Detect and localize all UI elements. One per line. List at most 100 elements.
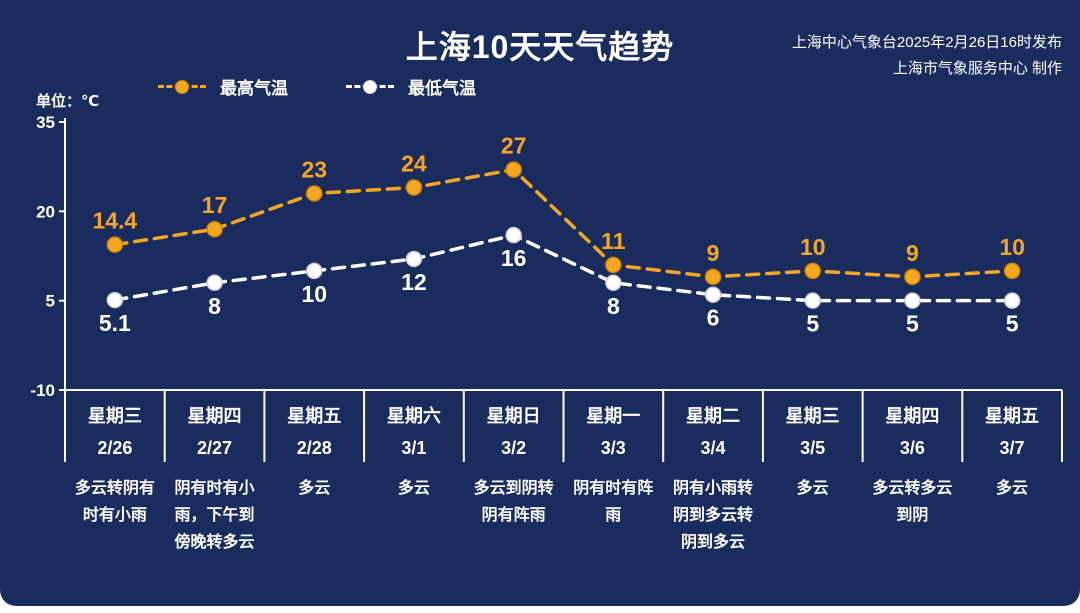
- weekday-label: 星期三: [87, 406, 142, 426]
- high-temp-point: [1003, 262, 1021, 280]
- high-temp-value-label: 9: [906, 240, 919, 266]
- weather-description: 多云转多云到阴: [872, 480, 953, 524]
- low-temp-point: [106, 291, 124, 309]
- source-info: 上海中心气象台2025年2月26日16时发布 上海市气象服务中心 制作: [792, 30, 1062, 82]
- weekday-label: 星期日: [486, 406, 541, 426]
- low-temp-point: [904, 292, 921, 309]
- source-line-2: 上海市气象服务中心 制作: [892, 60, 1062, 77]
- high-temp-value-label: 27: [501, 133, 527, 159]
- y-tick-label: 5: [46, 292, 55, 311]
- high-temp-marker-icon: [158, 79, 206, 94]
- high-temp-value-label: 23: [301, 156, 327, 182]
- high-temp-point: [106, 236, 124, 253]
- weather-description: 多云到阴转阴有阵雨: [473, 480, 554, 524]
- day-column: 星期四 3/6 多云转多云到阴: [863, 398, 963, 556]
- weekday-label: 星期六: [386, 406, 441, 426]
- low-temp-marker-icon: [346, 79, 394, 94]
- legend-item-low: 最低气温: [346, 74, 476, 99]
- chart-legend: 最高气温 最低气温: [158, 74, 476, 99]
- low-temp-value-label: 5.1: [99, 310, 131, 336]
- source-line-1: 上海中心气象台2025年2月26日16时发布: [791, 34, 1062, 51]
- high-temp-value-label: 17: [202, 192, 228, 218]
- date-label: 3/3: [600, 438, 626, 458]
- day-column: 星期二 3/4 阴有小雨转阴到多云转阴到多云: [663, 398, 763, 556]
- weather-description: 多云: [298, 480, 331, 497]
- low-temp-point: [1003, 292, 1021, 309]
- legend-item-high: 最高气温: [158, 74, 288, 99]
- date-label: 2/26: [97, 438, 133, 458]
- high-temp-point: [206, 220, 223, 238]
- low-temp-value-label: 12: [401, 269, 427, 295]
- date-label: 2/28: [296, 438, 332, 458]
- weekday-label: 星期四: [187, 406, 242, 426]
- day-column: 星期一 3/3 阴有时有阵雨: [563, 398, 663, 556]
- low-temp-value-label: 5: [906, 311, 919, 337]
- weekday-label: 星期三: [785, 406, 840, 426]
- low-temp-value-label: 8: [607, 293, 620, 319]
- day-columns: 星期三 2/26 多云转阴有时有小雨 星期四 2/27 阴有时有小雨，下午到傍晚转多云 星期…: [65, 398, 1062, 556]
- weather-description: 多云: [996, 480, 1029, 497]
- day-column: 星期五 3/7 多云: [962, 398, 1062, 556]
- low-temp-value-label: 5: [1006, 311, 1019, 337]
- low-temp-point: [704, 286, 722, 303]
- low-temp-value-label: 8: [208, 293, 221, 319]
- low-temp-point: [804, 292, 821, 309]
- high-temp-value-label: 24: [401, 151, 427, 177]
- weekday-label: 星期二: [685, 406, 740, 426]
- low-temp-point: [206, 274, 223, 292]
- weekday-label: 星期五: [985, 406, 1040, 426]
- high-temp-point: [904, 268, 921, 286]
- legend-high-label: 最高气温: [220, 79, 288, 98]
- y-tick-label: 20: [36, 202, 55, 221]
- day-column: 星期三 3/5 多云: [763, 398, 863, 556]
- weather-description: 多云: [796, 480, 829, 497]
- high-temp-value-label: 10: [999, 234, 1025, 260]
- day-column: 星期三 2/26 多云转阴有时有小雨: [65, 398, 165, 556]
- high-temp-point: [306, 185, 323, 202]
- high-temp-point: [605, 256, 622, 274]
- y-tick-label: -10: [30, 381, 55, 400]
- low-temp-value-label: 6: [707, 305, 720, 331]
- date-label: 2/27: [197, 438, 233, 458]
- weather-description: 阴有时有阵雨: [573, 480, 654, 524]
- legend-low-label: 最低气温: [408, 79, 476, 98]
- high-temp-point: [505, 161, 522, 178]
- date-label: 3/2: [501, 438, 527, 458]
- date-label: 3/6: [899, 438, 925, 458]
- dot-icon: [363, 79, 377, 94]
- day-column: 星期五 2/28 多云: [264, 398, 364, 556]
- weather-description: 多云: [397, 480, 430, 497]
- page-title: 上海10天天气趋势: [405, 29, 675, 65]
- date-label: 3/7: [999, 438, 1025, 458]
- day-column: 星期日 3/2 多云到阴转阴有阵雨: [464, 398, 564, 556]
- dot-icon: [175, 79, 189, 94]
- weather-description: 阴有小雨转阴到多云转阴到多云: [672, 480, 753, 551]
- weekday-label: 星期五: [287, 406, 342, 426]
- day-column: 星期四 2/27 阴有时有小雨，下午到傍晚转多云: [165, 398, 265, 556]
- high-temp-value-label: 9: [707, 240, 720, 266]
- weather-description: 多云转阴有时有小雨: [74, 480, 155, 524]
- y-tick-label: 35: [36, 113, 55, 132]
- date-label: 3/5: [800, 438, 826, 458]
- high-temp-value-label: 14.4: [92, 208, 137, 234]
- high-temp-point: [704, 268, 722, 286]
- low-temp-point: [505, 226, 522, 244]
- weekday-label: 星期一: [586, 406, 641, 426]
- unit-label: 单位：℃: [36, 93, 100, 110]
- day-column: 星期六 3/1 多云: [364, 398, 464, 556]
- low-temp-line: [113, 233, 1014, 303]
- high-temp-point: [405, 179, 423, 196]
- low-temp-point: [605, 274, 622, 292]
- high-temp-value-label: 11: [601, 228, 626, 254]
- low-temp-value-label: 10: [301, 281, 327, 307]
- date-label: 3/1: [401, 438, 427, 458]
- low-temp-value-label: 16: [501, 245, 527, 271]
- weather-description: 阴有时有小雨，下午到傍晚转多云: [174, 480, 255, 551]
- low-temp-value-label: 5: [806, 311, 819, 337]
- high-temp-value-label: 10: [800, 234, 826, 260]
- weekday-label: 星期四: [885, 406, 940, 426]
- low-temp-point: [405, 250, 423, 268]
- date-label: 3/4: [700, 438, 726, 458]
